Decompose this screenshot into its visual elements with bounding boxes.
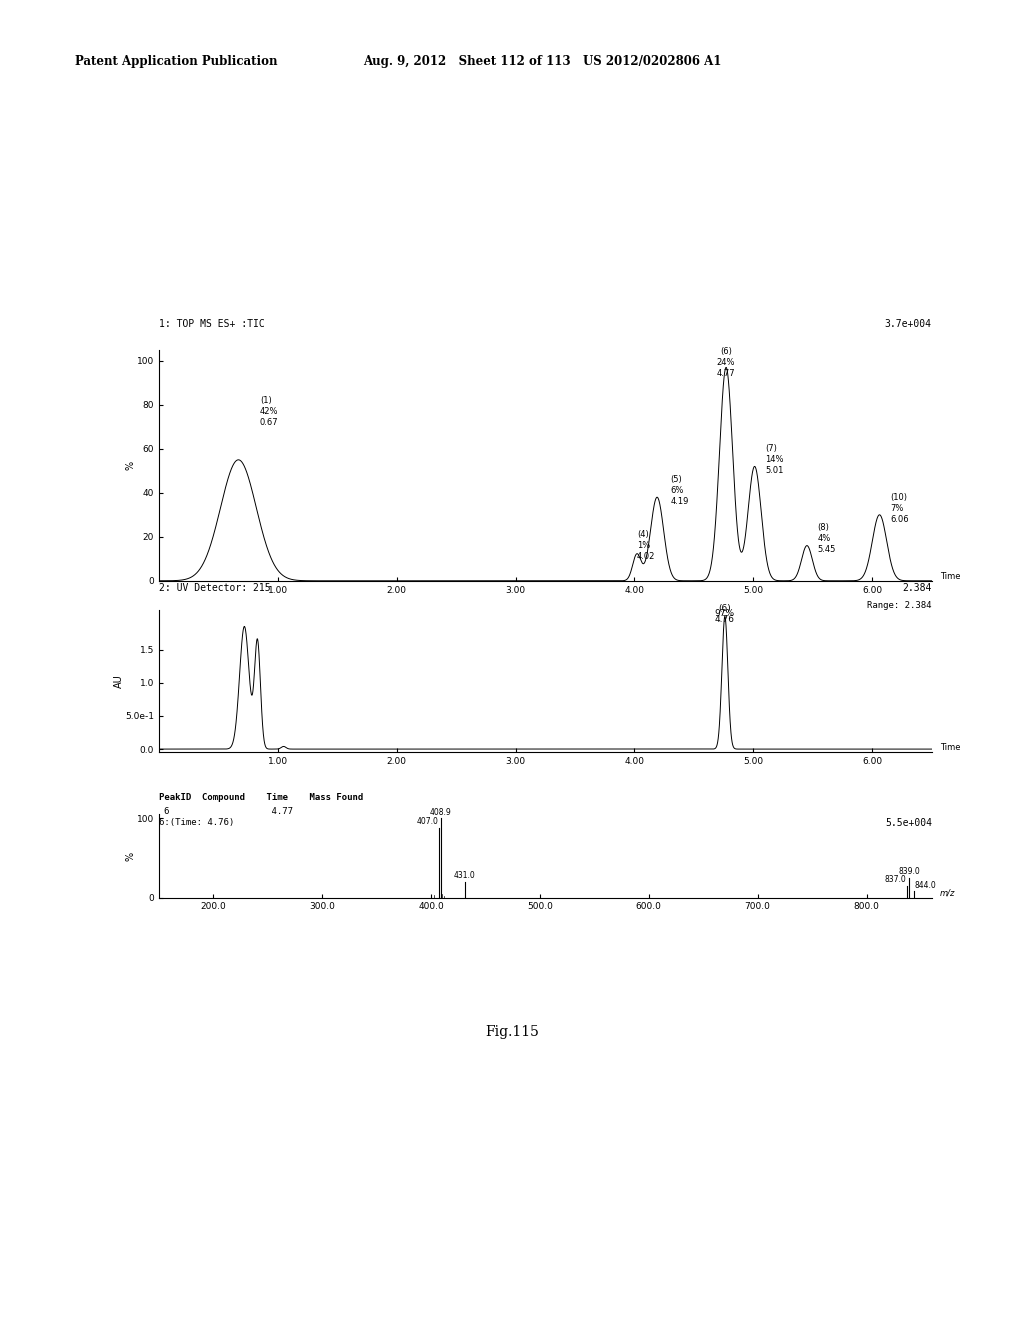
Text: Range: 2.384: Range: 2.384 xyxy=(867,601,932,610)
Text: 6%: 6% xyxy=(670,486,684,495)
Text: 6                   4.77: 6 4.77 xyxy=(164,807,293,816)
Text: 407.0: 407.0 xyxy=(416,817,438,826)
Text: 4.19: 4.19 xyxy=(670,498,688,506)
Text: 97%: 97% xyxy=(715,610,735,619)
Text: 431.0: 431.0 xyxy=(454,871,475,880)
Text: 2.384: 2.384 xyxy=(902,582,932,593)
Text: 408.9: 408.9 xyxy=(430,808,452,817)
Text: 14%: 14% xyxy=(765,455,783,465)
Y-axis label: %: % xyxy=(125,461,135,470)
Text: (7): (7) xyxy=(765,445,777,453)
Text: 4.77: 4.77 xyxy=(717,370,735,379)
Text: 844.0: 844.0 xyxy=(914,880,936,890)
Text: 3.7e+004: 3.7e+004 xyxy=(885,319,932,329)
Text: 5.01: 5.01 xyxy=(765,466,783,475)
Text: Time: Time xyxy=(940,572,961,581)
Text: (6): (6) xyxy=(720,347,732,356)
Text: Aug. 9, 2012   Sheet 112 of 113   US 2012/0202806 A1: Aug. 9, 2012 Sheet 112 of 113 US 2012/02… xyxy=(364,55,722,69)
Text: PeakID  Compound    Time    Mass Found: PeakID Compound Time Mass Found xyxy=(159,793,362,803)
Text: 5.45: 5.45 xyxy=(817,545,836,554)
Text: 837.0: 837.0 xyxy=(885,875,906,884)
Text: (8): (8) xyxy=(817,524,829,532)
Text: Time: Time xyxy=(940,743,961,752)
Text: 4.02: 4.02 xyxy=(637,552,655,561)
Text: 839.0: 839.0 xyxy=(898,867,920,876)
Text: 6:(Time: 4.76): 6:(Time: 4.76) xyxy=(159,818,233,828)
Text: 42%: 42% xyxy=(260,407,279,416)
Text: (10): (10) xyxy=(890,492,907,502)
Text: 1: TOP MS ES+ :TIC: 1: TOP MS ES+ :TIC xyxy=(159,319,264,329)
Text: 5.5e+004: 5.5e+004 xyxy=(885,818,932,829)
Text: 4%: 4% xyxy=(817,535,830,544)
Text: Fig.115: Fig.115 xyxy=(485,1026,539,1039)
Text: 24%: 24% xyxy=(717,359,735,367)
Text: 7%: 7% xyxy=(890,504,903,512)
Text: (4): (4) xyxy=(637,531,648,539)
Text: (1): (1) xyxy=(260,396,271,405)
Text: 4.76: 4.76 xyxy=(715,615,735,624)
Y-axis label: AU: AU xyxy=(114,675,124,688)
Text: 1%: 1% xyxy=(637,541,650,550)
Text: 2: UV Detector: 215: 2: UV Detector: 215 xyxy=(159,582,270,593)
Text: Patent Application Publication: Patent Application Publication xyxy=(75,55,278,69)
Text: 0.67: 0.67 xyxy=(260,418,279,426)
Text: m/z: m/z xyxy=(940,888,955,898)
Text: 6.06: 6.06 xyxy=(890,515,909,524)
Text: (6): (6) xyxy=(719,605,731,614)
Text: (5): (5) xyxy=(670,475,682,484)
Y-axis label: %: % xyxy=(125,851,135,861)
